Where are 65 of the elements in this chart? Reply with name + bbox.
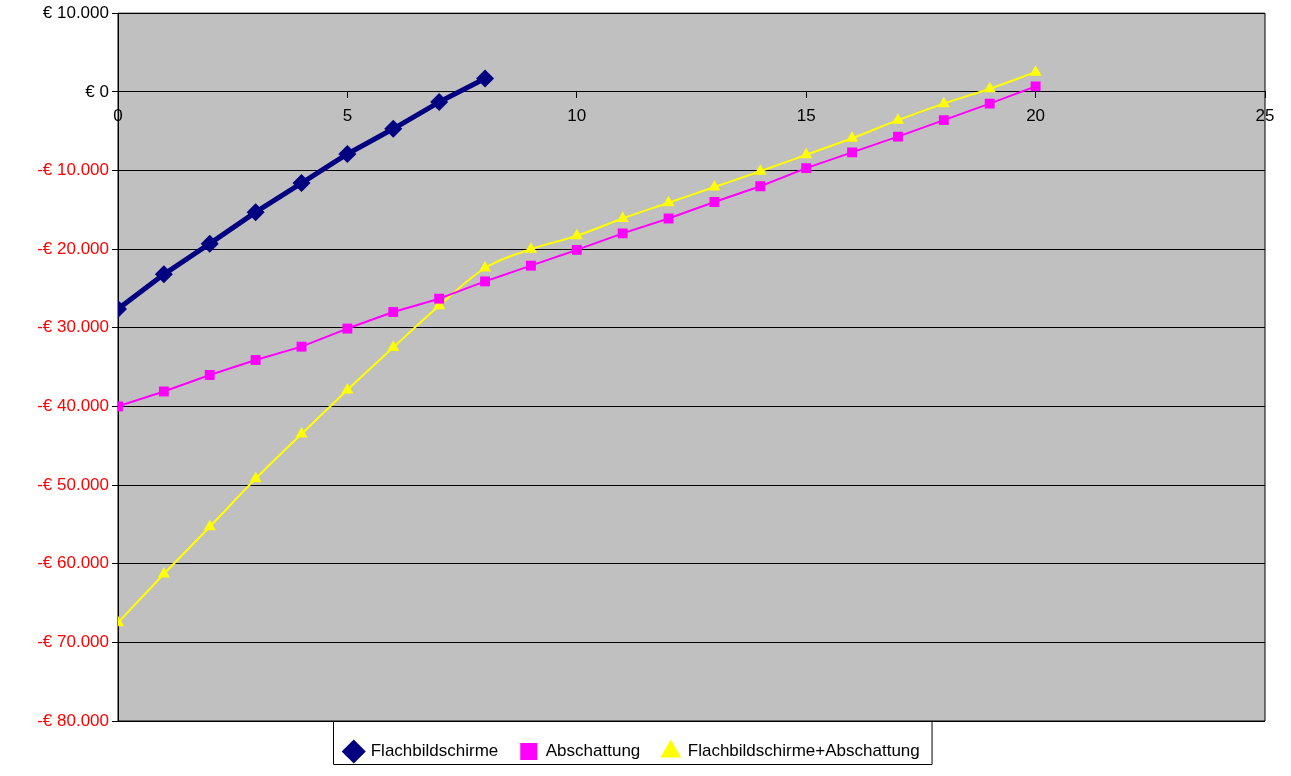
x-tick-label: 25 [1255,105,1275,125]
point [937,96,950,108]
point [893,131,903,142]
point [800,147,813,159]
point [938,115,949,126]
legend-label: Abschattung [545,741,641,761]
legend-label: Flachbildschirme [370,741,499,761]
point [984,98,995,109]
point [250,355,261,365]
y-tick-label: -€ 20.000 [37,238,109,258]
point [157,566,170,578]
y-tick-label: -€ 10.000 [37,160,109,180]
point [663,213,674,224]
point [292,174,311,193]
point [709,197,720,207]
point [708,180,721,191]
point [203,519,216,531]
y-tick-label: € 10.000 [42,2,109,22]
point [1029,65,1042,76]
point [204,370,215,380]
point [434,293,445,304]
point [524,242,537,253]
point [341,382,354,394]
point [478,261,492,272]
point [296,341,307,352]
point [154,265,173,284]
point [617,228,628,239]
point [342,323,353,334]
point [754,164,767,175]
y-tick-label: -€ 60.000 [37,553,109,573]
point [570,228,583,240]
point [755,181,766,192]
point [295,426,308,438]
point [846,131,859,142]
point [662,195,675,207]
point [158,386,169,397]
point [246,203,265,222]
x-tick-label: 10 [567,105,587,125]
point [200,234,219,253]
point [891,113,905,124]
point [430,93,449,112]
x-tick-label: 5 [342,105,353,125]
point [338,144,357,163]
point [525,260,536,271]
y-tick-label: -€ 30.000 [37,317,109,337]
point [384,119,403,138]
point [388,307,399,317]
point [571,244,582,255]
point [249,471,262,483]
point [1030,81,1041,92]
y-tick-label: -€ 40.000 [37,396,109,416]
point [983,81,996,93]
point [847,147,858,158]
y-tick-label: -€ 70.000 [37,632,109,652]
legend-label: Flachbildschirme+Abschattung [687,741,920,761]
x-tick-label: 15 [796,105,816,125]
x-tick-label: 20 [1026,105,1046,125]
y-tick-label: € 0 [85,81,109,101]
point [480,276,490,287]
y-tick-label: -€ 50.000 [37,474,109,494]
point [476,69,495,88]
point [616,211,629,222]
y-tick-label: -€ 80.000 [37,710,109,730]
point [801,163,812,174]
point [387,340,400,351]
